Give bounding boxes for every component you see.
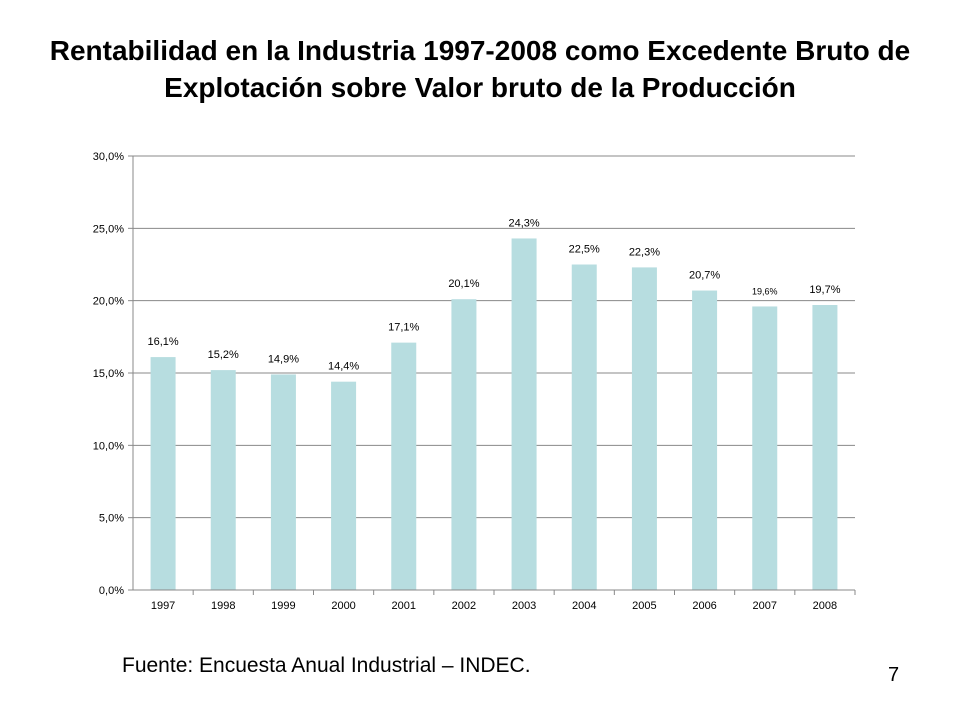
bar — [150, 357, 176, 590]
axes — [128, 155, 856, 595]
x-tick-label: 2007 — [753, 600, 777, 612]
labels: 0,0% 5,0% 10,0% 15,0% 20,0% 25,0% 30,0% 1997 16,… — [93, 151, 841, 612]
bar — [511, 238, 537, 590]
slide-title: Rentabilidad en la Industria 1997-2008 c… — [49, 35, 911, 103]
x-tick-label: 2003 — [512, 600, 536, 612]
gridlines — [133, 155, 855, 519]
data-label: 14,4% — [328, 361, 359, 373]
bar — [451, 299, 477, 590]
bar — [391, 342, 417, 590]
bar — [752, 306, 778, 590]
data-label: 14,9% — [268, 353, 299, 365]
y-tick-label: 10,0% — [93, 440, 124, 452]
y-tick-label: 15,0% — [93, 368, 124, 380]
y-tick-label: 5,0% — [99, 513, 124, 525]
y-tick-label: 0,0% — [99, 585, 124, 597]
x-tick-label: 2004 — [572, 600, 596, 612]
bar — [210, 370, 236, 590]
data-label: 22,5% — [569, 244, 600, 256]
x-tick-label: 2005 — [632, 600, 656, 612]
y-tick-label: 30,0% — [93, 151, 124, 163]
bar — [331, 381, 357, 590]
x-tick-label: 2000 — [331, 600, 355, 612]
y-tick-label: 20,0% — [93, 296, 124, 308]
bar — [812, 305, 838, 590]
slide-number: 7 — [888, 664, 900, 686]
x-tick-label: 1997 — [151, 600, 175, 612]
bar — [571, 264, 597, 590]
data-label: 15,2% — [208, 349, 239, 361]
x-tick-label: 2002 — [452, 600, 476, 612]
data-label: 22,3% — [629, 246, 660, 258]
x-tick-label: 1998 — [211, 600, 235, 612]
data-label: 20,1% — [448, 278, 479, 290]
bar — [692, 290, 718, 590]
source-note: Fuente: Encuesta Anual Industrial – INDE… — [122, 654, 531, 677]
data-label: 19,6% — [752, 286, 778, 296]
data-label: 24,3% — [508, 217, 539, 229]
data-label: 16,1% — [147, 336, 178, 348]
y-tick-label: 25,0% — [93, 223, 124, 235]
x-tick-label: 2008 — [813, 600, 837, 612]
x-tick-label: 2006 — [692, 600, 716, 612]
x-tick-label: 1999 — [271, 600, 295, 612]
bar — [631, 267, 657, 590]
data-label: 17,1% — [388, 322, 419, 334]
data-label: 19,7% — [809, 284, 840, 296]
x-tick-label: 2001 — [392, 600, 416, 612]
bar — [270, 374, 296, 590]
data-label: 20,7% — [689, 270, 720, 282]
bars — [150, 238, 838, 590]
